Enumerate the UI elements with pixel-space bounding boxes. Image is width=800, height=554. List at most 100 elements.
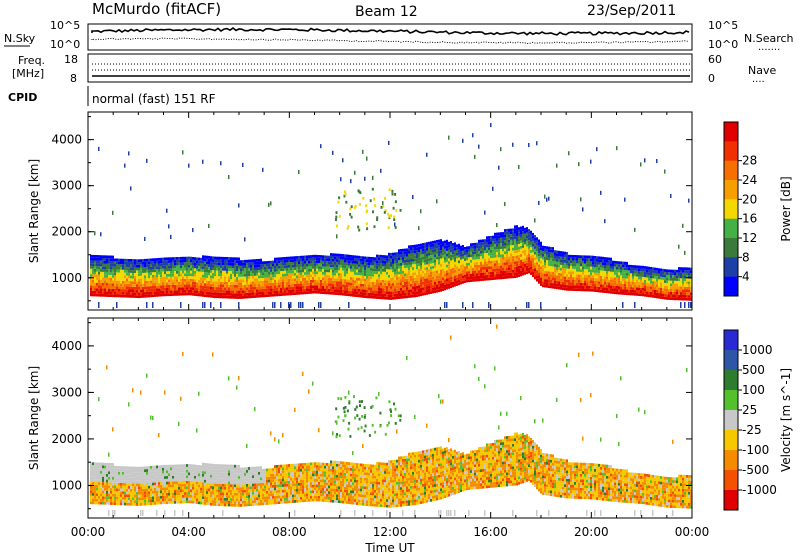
echo-cell: [492, 246, 494, 250]
echo-cell: [424, 273, 426, 276]
echo-cell: [124, 289, 126, 292]
echo-cell: [402, 290, 404, 294]
echo-cell: [94, 268, 96, 272]
echo-cell: [220, 259, 222, 263]
echo-cell: [484, 244, 486, 248]
echo-cell: [240, 282, 242, 286]
echo-cell: [246, 292, 248, 296]
echo-cell: [304, 291, 306, 295]
echo-cell: [542, 281, 544, 285]
echo-cell: [608, 260, 610, 264]
echo-cell: [388, 280, 390, 284]
echo-cell: [536, 237, 538, 241]
echo-cell: [166, 260, 168, 263]
patch-echo: [394, 226, 397, 229]
echo-cell: [416, 252, 418, 256]
echo-cell: [496, 271, 498, 275]
echo-cell: [442, 257, 444, 261]
echo-cell: [392, 252, 394, 256]
echo-cell: [202, 277, 204, 281]
echo-cell: [200, 285, 202, 289]
patch-echo: [335, 211, 338, 214]
echo-cell: [502, 251, 504, 255]
echo-cell: [500, 257, 502, 260]
echo-cell: [446, 272, 448, 276]
echo-cell: [512, 253, 514, 257]
echo-cell: [318, 260, 320, 264]
echo-cell: [636, 287, 638, 291]
echo-cell: [128, 502, 130, 506]
echo-cell: [176, 270, 178, 274]
echo-cell: [164, 260, 166, 264]
echo-cell: [98, 260, 100, 264]
echo-cell: [332, 278, 334, 281]
echo-cell: [140, 278, 142, 282]
echo-cell: [294, 267, 296, 271]
echo-cell: [602, 256, 604, 260]
echo-cell: [466, 249, 468, 252]
echo-cell: [448, 247, 450, 251]
echo-cell: [590, 288, 592, 292]
patch-echo: [394, 193, 397, 196]
echo-cell: [338, 267, 340, 271]
echo-cell: [592, 255, 594, 259]
echo-cell: [672, 280, 674, 284]
echo-cell: [404, 265, 406, 268]
echo-cell: [126, 283, 128, 287]
echo-cell: [440, 286, 442, 289]
echo-cell: [624, 270, 626, 273]
echo-cell: [444, 246, 446, 249]
echo-cell: [502, 265, 504, 268]
echo-cell: [196, 265, 198, 269]
scatter-echo: [220, 161, 222, 166]
echo-cell: [102, 285, 104, 289]
echo-cell: [442, 288, 444, 291]
echo-cell: [664, 288, 666, 292]
echo-cell: [108, 285, 110, 289]
echo-cell: [466, 268, 468, 272]
patch-echo: [387, 212, 390, 216]
echo-cell: [118, 269, 120, 273]
echo-cell: [518, 268, 520, 272]
echo-cell: [356, 258, 358, 262]
echo-cell: [550, 246, 552, 250]
echo-cell: [362, 267, 364, 271]
echo-cell: [146, 291, 148, 295]
echo-cell: [294, 270, 296, 273]
echo-cell: [218, 273, 220, 277]
echo-cell: [410, 259, 412, 262]
echo-cell: [428, 280, 430, 284]
echo-cell: [644, 291, 646, 294]
echo-cell: [414, 269, 416, 273]
echo-cell: [116, 477, 118, 480]
echo-cell: [132, 491, 134, 495]
echo-cell: [538, 256, 540, 259]
echo-cell: [528, 251, 530, 254]
echo-cell: [422, 256, 424, 260]
echo-cell: [558, 259, 560, 262]
echo-cell: [326, 283, 328, 286]
echo-cell: [390, 264, 392, 267]
echo-cell: [146, 294, 148, 298]
echo-cell: [500, 248, 502, 252]
echo-cell: [600, 267, 602, 271]
echo-cell: [476, 278, 478, 282]
echo-cell: [280, 260, 282, 263]
echo-cell: [448, 280, 450, 284]
echo-cell: [208, 255, 210, 259]
echo-cell: [156, 266, 158, 270]
echo-cell: [674, 272, 676, 276]
echo-cell: [420, 290, 422, 294]
echo-cell: [234, 287, 236, 291]
echo-cell: [504, 259, 506, 263]
echo-cell: [630, 287, 632, 290]
echo-cell: [180, 281, 182, 285]
echo-cell: [618, 277, 620, 281]
echo-cell: [90, 263, 92, 266]
echo-cell: [102, 269, 104, 272]
echo-cell: [380, 282, 382, 286]
echo-cell: [634, 279, 636, 282]
echo-cell: [494, 241, 496, 244]
echo-cell: [542, 262, 544, 266]
echo-cell: [478, 275, 480, 279]
